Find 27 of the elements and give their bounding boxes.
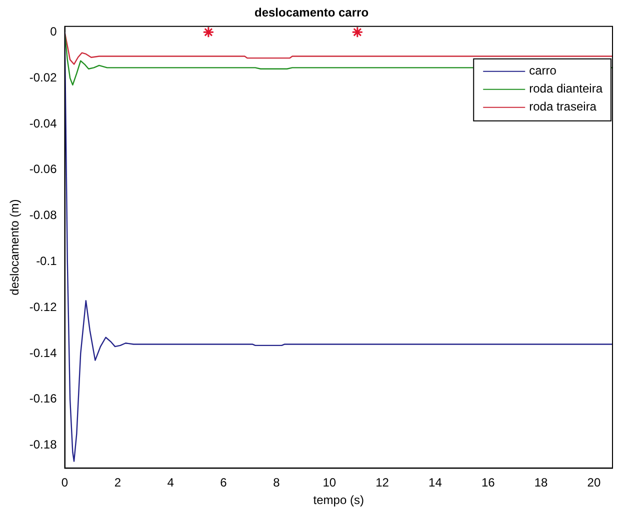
x-tick-label: 16: [481, 476, 496, 490]
x-tick-label: 12: [376, 476, 390, 490]
x-tick-label: 20: [587, 476, 601, 490]
legend-label: roda dianteira: [529, 82, 603, 96]
chart-title: deslocamento carro: [254, 6, 369, 20]
y-tick-label: -0.02: [29, 70, 58, 84]
x-tick-label: 8: [273, 476, 280, 490]
x-tick-label: 4: [167, 476, 174, 490]
x-tick-label: 10: [322, 476, 336, 490]
y-tick-label: 0: [50, 24, 58, 38]
legend-label: carro: [529, 64, 557, 78]
x-axis-title: tempo (s): [313, 493, 364, 508]
y-tick-label: -0.12: [29, 300, 58, 314]
y-tick-label: -0.04: [29, 116, 58, 130]
x-tick-label: 0: [61, 476, 68, 490]
y-axis-title: deslocamento (m): [8, 199, 22, 296]
y-tick-label: -0.16: [29, 392, 58, 406]
y-tick-label: -0.14: [29, 346, 58, 360]
y-tick-label: -0.1: [36, 254, 58, 268]
x-tick-label: 2: [114, 476, 122, 490]
x-tick-label: 14: [428, 476, 442, 490]
x-tick-label: 18: [534, 476, 548, 490]
legend-label: roda traseira: [529, 100, 597, 114]
x-tick-label: 6: [220, 476, 228, 490]
y-tick-label: -0.06: [29, 162, 58, 176]
y-tick-label: -0.18: [29, 438, 58, 452]
y-tick-label: -0.08: [29, 208, 58, 222]
